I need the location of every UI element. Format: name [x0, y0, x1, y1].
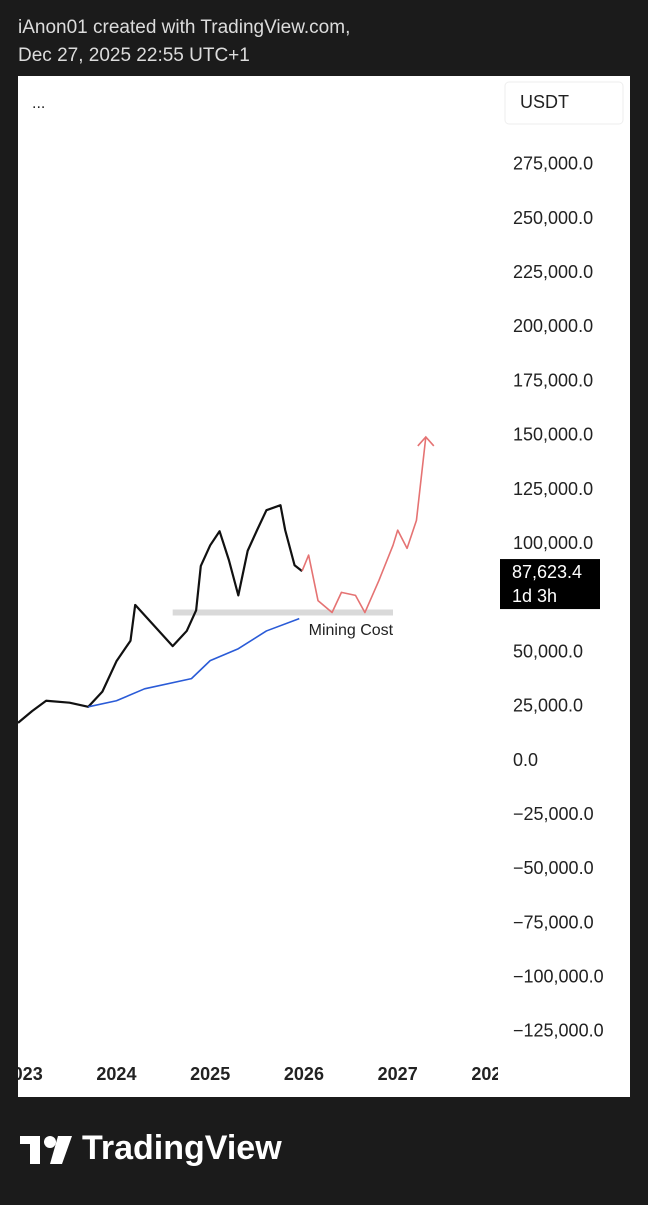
last-price-box: [500, 559, 600, 610]
y-tick-label: 250,000.0: [513, 208, 593, 228]
y-tick-label: 50,000.0: [513, 641, 583, 661]
y-tick-label: 100,000.0: [513, 533, 593, 553]
arrow-head: [417, 435, 435, 447]
y-tick-label: 25,000.0: [513, 696, 583, 716]
y-tick-label: 225,000.0: [513, 262, 593, 282]
price-line: [18, 504, 303, 724]
currency[interactable]: USDT: [520, 92, 569, 112]
header-line: iAnon01 created with TradingView.com,: [18, 17, 350, 38]
brand: TradingView: [82, 1129, 282, 1167]
y-tick-label: −50,000.0: [513, 858, 594, 878]
logo-part: [44, 1136, 56, 1148]
logo: TradingView: [20, 1129, 282, 1167]
y-tick-label: 175,000.0: [513, 370, 593, 390]
logo-part: [50, 1136, 72, 1164]
price-line: [301, 436, 427, 614]
price-axis: 275,000.0 250,000.0 225,000.0 200,000.0 175,…: [500, 154, 604, 1041]
y-tick-label: 200,000.0: [513, 316, 593, 336]
x-tick-label: 2028: [471, 1064, 511, 1084]
y-tick-label: −125,000.0: [513, 1021, 604, 1041]
y-tick-label: −75,000.0: [513, 912, 594, 932]
mining-cost-zone: [172, 609, 393, 616]
y-tick-label: −100,000.0: [513, 967, 604, 987]
x-tick-label: 2026: [284, 1064, 324, 1084]
y-tick-label: 275,000.0: [513, 154, 593, 174]
x-tick-label: 2023: [3, 1064, 43, 1084]
last-price: 87,623.4: [512, 562, 582, 582]
x-tick-label: 2025: [190, 1064, 230, 1084]
y-tick-label: 150,000.0: [513, 425, 593, 445]
menu-dots[interactable]: ...: [32, 95, 45, 112]
countdown: 1d 3h: [512, 586, 557, 606]
y-tick-label: −25,000.0: [513, 804, 594, 824]
currency-box[interactable]: [504, 81, 624, 125]
header-line: Dec 27, 2025 22:55 UTC+1: [18, 45, 250, 66]
y-tick-label: 0.0: [513, 750, 538, 770]
logo-part: [30, 1136, 40, 1164]
annotation: Mining Cost: [309, 622, 394, 639]
plot-area: 2023 2024 2025 2026 2027 2028 Mining Cost: [3, 435, 511, 1084]
x-tick-label: 2027: [378, 1064, 418, 1084]
y-tick-label: 125,000.0: [513, 479, 593, 499]
x-tick-label: 2024: [96, 1064, 136, 1084]
price-line: [88, 617, 300, 708]
